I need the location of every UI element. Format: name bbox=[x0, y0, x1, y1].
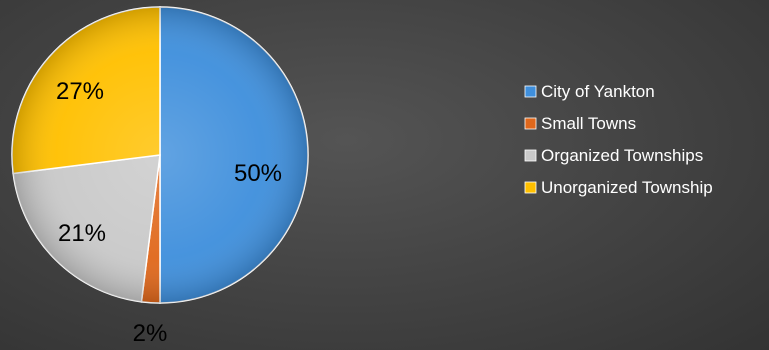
legend-label: Organized Townships bbox=[541, 146, 703, 165]
legend-item-organized-townships[interactable]: Organized Townships bbox=[524, 146, 703, 165]
data-label-organized-townships: 21% bbox=[58, 220, 106, 247]
legend-swatch bbox=[524, 85, 537, 98]
pie-data-labels: 50% 2% 21% 27% bbox=[56, 78, 282, 347]
pie-slice-city-of-yankton[interactable] bbox=[159, 6, 309, 304]
data-label-small-towns: 2% bbox=[133, 320, 168, 347]
legend-label: City of Yankton bbox=[541, 82, 655, 101]
legend-item-city-of-yankton[interactable]: City of Yankton bbox=[524, 82, 655, 101]
legend-swatch bbox=[524, 117, 537, 130]
legend-swatch bbox=[524, 149, 537, 162]
legend-label: Unorganized Township bbox=[541, 178, 713, 197]
legend-swatch bbox=[524, 181, 537, 194]
data-label-unorganized-township: 27% bbox=[56, 78, 104, 105]
legend-item-small-towns[interactable]: Small Towns bbox=[524, 114, 636, 133]
data-label-city-of-yankton: 50% bbox=[234, 160, 282, 187]
pie-slices bbox=[11, 6, 309, 304]
legend-item-unorganized-township[interactable]: Unorganized Township bbox=[524, 178, 713, 197]
legend-label: Small Towns bbox=[541, 114, 636, 133]
chart-legend: City of Yankton Small Towns Organized Town… bbox=[524, 82, 713, 197]
